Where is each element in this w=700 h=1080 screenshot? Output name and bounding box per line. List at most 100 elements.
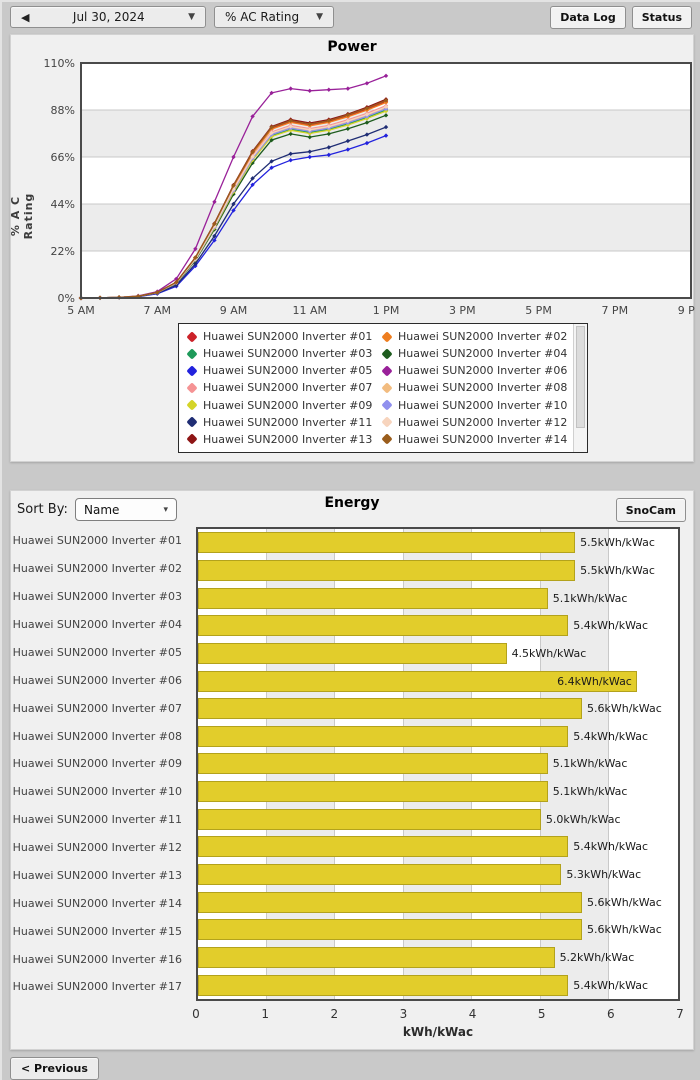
legend-item[interactable]: Huawei SUN2000 Inverter #01 — [185, 328, 376, 345]
energy-row-label: Huawei SUN2000 Inverter #03 — [12, 590, 182, 604]
y-tick-label: 44% — [51, 198, 75, 211]
legend-item[interactable]: Huawei SUN2000 Inverter #03 — [185, 345, 376, 362]
series-marker-icon — [383, 73, 389, 79]
y-tick-label: 88% — [51, 104, 75, 117]
energy-bar[interactable] — [198, 947, 555, 969]
energy-bar[interactable] — [198, 808, 541, 830]
legend-item[interactable]: Huawei SUN2000 Inverter #06 — [380, 362, 571, 379]
bar-value-label: 5.1kWh/kWac — [552, 757, 628, 771]
legend-label: Huawei SUN2000 Inverter #07 — [203, 381, 373, 395]
energy-bar[interactable] — [198, 725, 569, 747]
energy-bar[interactable] — [198, 781, 548, 803]
energy-x-tick-label: 0 — [192, 1007, 200, 1021]
legend-label: Huawei SUN2000 Inverter #04 — [398, 347, 568, 361]
energy-bar[interactable] — [198, 559, 576, 581]
energy-bar[interactable] — [198, 919, 582, 941]
energy-bar[interactable] — [198, 587, 548, 609]
energy-bar[interactable] — [198, 974, 569, 996]
date-selector[interactable]: ◀ Jul 30, 2024 ▼ — [10, 6, 206, 28]
date-value: Jul 30, 2024 — [72, 10, 145, 24]
energy-bar-row: 5.4kWh/kWac — [198, 612, 678, 640]
energy-row-label: Huawei SUN2000 Inverter #02 — [12, 562, 182, 576]
legend-scrollbar[interactable] — [573, 324, 587, 452]
series-marker-icon — [307, 88, 312, 93]
series-marker-icon — [383, 124, 389, 130]
legend-label: Huawei SUN2000 Inverter #09 — [203, 398, 373, 412]
energy-bar-row: 5.4kWh/kWac — [198, 833, 678, 861]
energy-row-label: Huawei SUN2000 Inverter #08 — [12, 729, 182, 743]
legend-item[interactable]: Huawei SUN2000 Inverter #07 — [185, 379, 376, 396]
legend-item[interactable]: Huawei SUN2000 Inverter #14 — [380, 431, 571, 448]
energy-bar-row: 5.6kWh/kWac — [198, 916, 678, 944]
energy-bar[interactable] — [198, 532, 576, 554]
sort-by-select[interactable]: Name ▾ — [75, 498, 177, 521]
energy-bar-row: 5.0kWh/kWac — [198, 805, 678, 833]
top-toolbar: ◀ Jul 30, 2024 ▼ % AC Rating ▼ Data Log … — [10, 5, 692, 29]
energy-bar[interactable] — [198, 698, 582, 720]
energy-bar[interactable] — [198, 615, 569, 637]
energy-x-tick-label: 5 — [537, 1007, 546, 1021]
series-marker-icon — [307, 121, 312, 127]
legend-scrollbar-thumb[interactable] — [576, 326, 585, 428]
legend-item[interactable]: Huawei SUN2000 Inverter #08 — [380, 379, 571, 396]
legend-item[interactable]: Huawei SUN2000 Inverter #09 — [185, 397, 376, 414]
legend-item[interactable]: Huawei SUN2000 Inverter #13 — [185, 431, 376, 448]
bar-value-label: 6.4kWh/kWac — [557, 674, 632, 688]
legend-marker-icon — [186, 365, 198, 377]
legend-item[interactable]: Huawei SUN2000 Inverter #04 — [380, 345, 571, 362]
previous-day-arrow-icon[interactable]: ◀ — [21, 10, 30, 24]
legend-marker-icon — [381, 433, 393, 446]
energy-bar[interactable] — [198, 864, 562, 886]
bar-value-label: 5.2kWh/kWac — [559, 951, 635, 965]
energy-bar-row: 5.4kWh/kWac — [198, 723, 678, 751]
series-marker-icon — [345, 126, 351, 131]
series-marker-icon — [383, 104, 389, 109]
series-marker-icon — [383, 98, 389, 103]
series-marker-icon — [231, 187, 236, 192]
legend-item[interactable]: Huawei SUN2000 Inverter #02 — [380, 328, 571, 345]
series-marker-icon — [364, 106, 370, 111]
series-marker-icon — [250, 176, 255, 181]
series-marker-icon — [364, 112, 370, 117]
legend-item[interactable]: Huawei SUN2000 Inverter #05 — [185, 362, 376, 379]
energy-bar[interactable] — [198, 642, 507, 664]
series-marker-icon — [231, 201, 236, 207]
energy-panel: Sort By: Name ▾ Energy SnoCam Huawei SUN… — [10, 490, 694, 1050]
power-line-chart: 0% 22% 44% 66% 88% 110% 5 AM 7 AM 9 AM 11 AM 1 PM 3… — [44, 57, 695, 317]
energy-bar-row: 5.6kWh/kWac — [198, 888, 678, 916]
power-chart-title: Power — [327, 39, 377, 55]
energy-row-label: Huawei SUN2000 Inverter #07 — [12, 701, 182, 715]
legend-item[interactable]: Huawei SUN2000 Inverter #10 — [380, 397, 571, 414]
energy-row-label: Huawei SUN2000 Inverter #16 — [12, 952, 182, 966]
legend-marker-icon — [186, 348, 198, 360]
energy-bar[interactable] — [198, 891, 582, 913]
data-log-button[interactable]: Data Log — [550, 5, 626, 29]
energy-row-label: Huawei SUN2000 Inverter #06 — [12, 673, 182, 687]
series-marker-icon — [345, 118, 351, 124]
x-tick-label: 7 AM — [143, 304, 171, 317]
legend-item[interactable]: Huawei SUN2000 Inverter #12 — [380, 414, 571, 431]
energy-row-label: Huawei SUN2000 Inverter #17 — [12, 980, 182, 994]
energy-chart-title: Energy — [324, 495, 380, 511]
bar-value-label: 5.1kWh/kWac — [552, 591, 628, 605]
energy-bar[interactable] — [198, 670, 637, 692]
metric-selector[interactable]: % AC Rating ▼ — [214, 6, 334, 28]
energy-x-tick-label: 6 — [607, 1007, 615, 1021]
legend-item[interactable]: Huawei SUN2000 Inverter #11 — [185, 414, 376, 431]
legend-marker-icon — [381, 416, 393, 428]
plot-border — [80, 62, 692, 299]
series-marker-icon — [345, 147, 351, 152]
energy-bar[interactable] — [198, 836, 569, 858]
energy-bar-row: 5.6kWh/kWac — [198, 695, 678, 723]
bar-value-label: 5.5kWh/kWac — [580, 536, 655, 550]
status-button[interactable]: Status — [631, 5, 692, 29]
series-marker-icon — [212, 221, 217, 227]
metric-value: % AC Rating — [225, 10, 300, 24]
energy-bar[interactable] — [198, 753, 548, 775]
previous-page-button[interactable]: < Previous — [10, 1057, 99, 1080]
energy-row-label: Huawei SUN2000 Inverter #09 — [12, 757, 182, 771]
series-marker-icon — [288, 118, 293, 123]
snocam-button[interactable]: SnoCam — [615, 498, 686, 522]
bar-value-label: 5.5kWh/kWac — [580, 563, 655, 577]
energy-x-tick-label: 4 — [468, 1007, 477, 1021]
